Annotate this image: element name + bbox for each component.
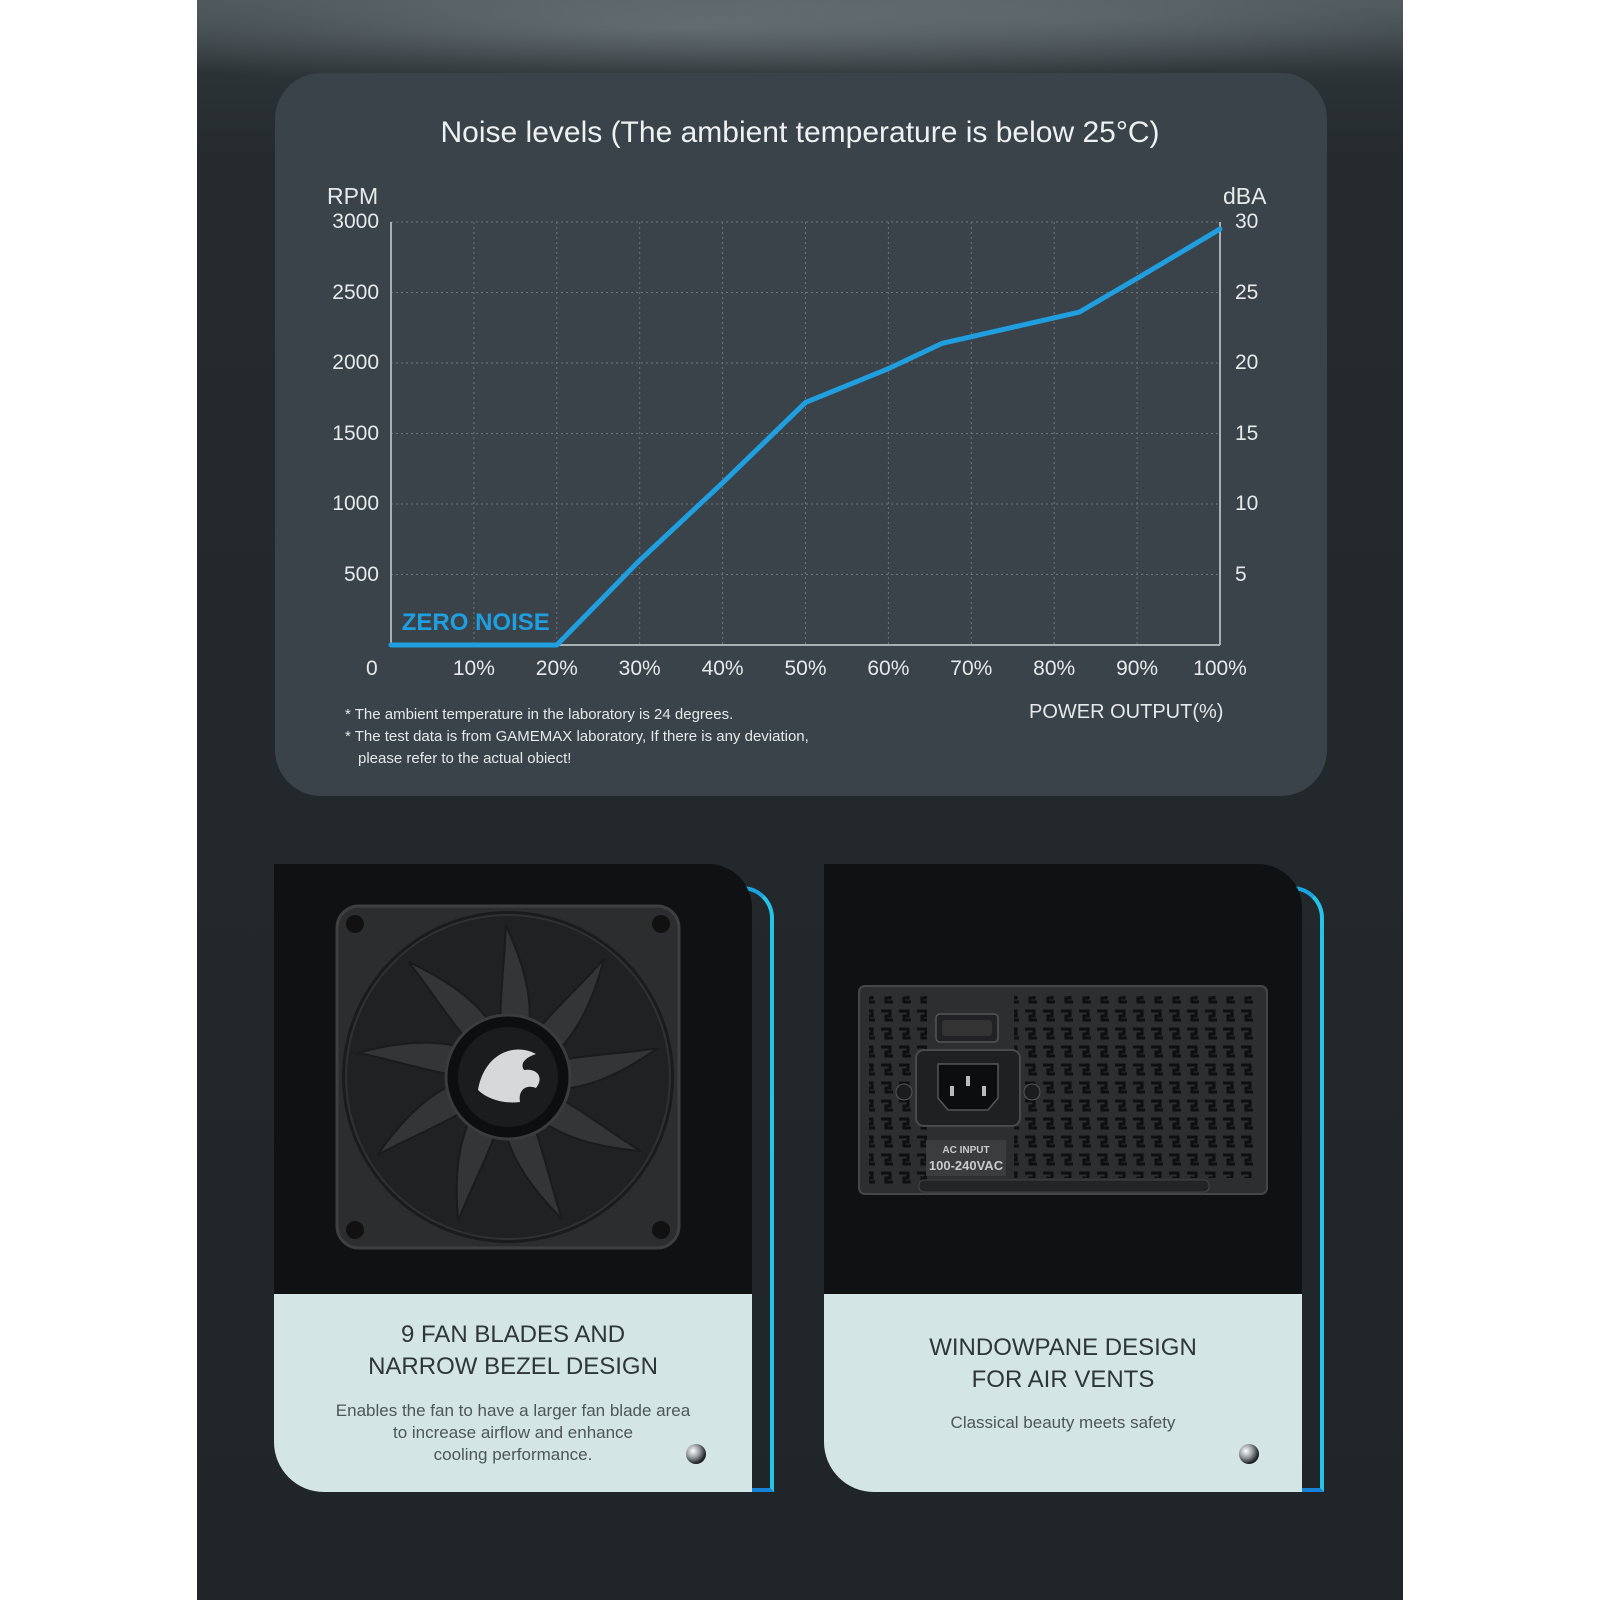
voltage-label: 100-240VAC [929, 1158, 1004, 1173]
x-tick-label: 10% [452, 657, 495, 680]
x-tick-label: 60% [867, 657, 910, 680]
y-right-tick-label: 10 [1235, 492, 1259, 515]
chart-title: Noise levels (The ambient temperature is… [440, 116, 1160, 149]
x-tick-label: 90% [1116, 657, 1159, 680]
fan-card-desc-1: Enables the fan to have a larger fan bla… [335, 1401, 691, 1420]
fan-icon [335, 904, 681, 1250]
y-right-tick-label: 20 [1235, 351, 1259, 374]
fan-card-bullet-icon [686, 1444, 706, 1464]
psu-image: AC INPUT 100-240VAC [824, 864, 1302, 1294]
y-right-tick-label: 30 [1235, 210, 1259, 233]
y-right-tick-label: 5 [1235, 562, 1247, 586]
x-tick-label: 80% [1033, 657, 1076, 680]
x-tick-label: 70% [950, 657, 993, 680]
y-left-tick-label: 2500 [332, 280, 379, 304]
y-left-tick-label: 3000 [332, 210, 379, 233]
windowpane-card-title-1: WINDOWPANE DESIGN [929, 1334, 1197, 1361]
footnote-3: please refer to the actual obiect! [358, 750, 572, 767]
y-left-tick-label: 1500 [332, 421, 379, 445]
windowpane-card-bullet-icon [1239, 1444, 1259, 1464]
y-right-tick-label: 25 [1235, 280, 1259, 304]
windowpane-card-title-2: FOR AIR VENTS [971, 1366, 1155, 1393]
x-tick-label: 30% [618, 657, 661, 680]
y-right-axis-label: dBA [1223, 183, 1267, 209]
windowpane-card-desc: Classical beauty meets safety [950, 1413, 1176, 1432]
x-axis-label: POWER OUTPUT(%) [1029, 701, 1224, 723]
x-tick-label: 40% [701, 657, 744, 680]
fan-card-title-1: 9 FAN BLADES AND [400, 1321, 626, 1348]
noise-series-line [388, 226, 1223, 648]
footnote-2: * The test data is from GAMEMAX laborato… [345, 728, 809, 745]
y-left-tick-label: 500 [343, 562, 379, 586]
x-tick-label: 100% [1193, 657, 1247, 680]
x-tick-label: 20% [535, 657, 578, 680]
noise-chart-card [275, 73, 1327, 796]
y-left-tick-label: 2000 [332, 351, 379, 374]
zero-noise-annotation: ZERO NOISE [402, 609, 550, 636]
fan-card-desc-3: cooling performance. [433, 1445, 593, 1464]
psu-rear-panel-icon: AC INPUT 100-240VAC [858, 985, 1268, 1195]
y-right-tick-label: 15 [1235, 421, 1259, 445]
y-left-tick-label: 1000 [332, 492, 379, 515]
windowpane-card: AC INPUT 100-240VAC WINDOWPANE DESIGN FO… [824, 864, 1324, 1492]
fan-card-title-2: NARROW BEZEL DESIGN [368, 1353, 658, 1380]
fan-image [274, 864, 752, 1294]
ac-input-label: AC INPUT [942, 1145, 989, 1156]
footnote-1: * The ambient temperature in the laborat… [345, 706, 734, 723]
windowpane-card-text: WINDOWPANE DESIGN FOR AIR VENTS Classica… [824, 1294, 1302, 1492]
fan-card-text: 9 FAN BLADES AND NARROW BEZEL DESIGN Ena… [274, 1294, 752, 1492]
fan-card-desc-2: to increase airflow and enhance [392, 1423, 634, 1442]
fan-blades-card: 9 FAN BLADES AND NARROW BEZEL DESIGN Ena… [274, 864, 774, 1492]
x-tick-label: 50% [784, 657, 827, 680]
y-left-axis-label: RPM [327, 183, 379, 209]
x-origin-label: 0 [366, 657, 378, 680]
